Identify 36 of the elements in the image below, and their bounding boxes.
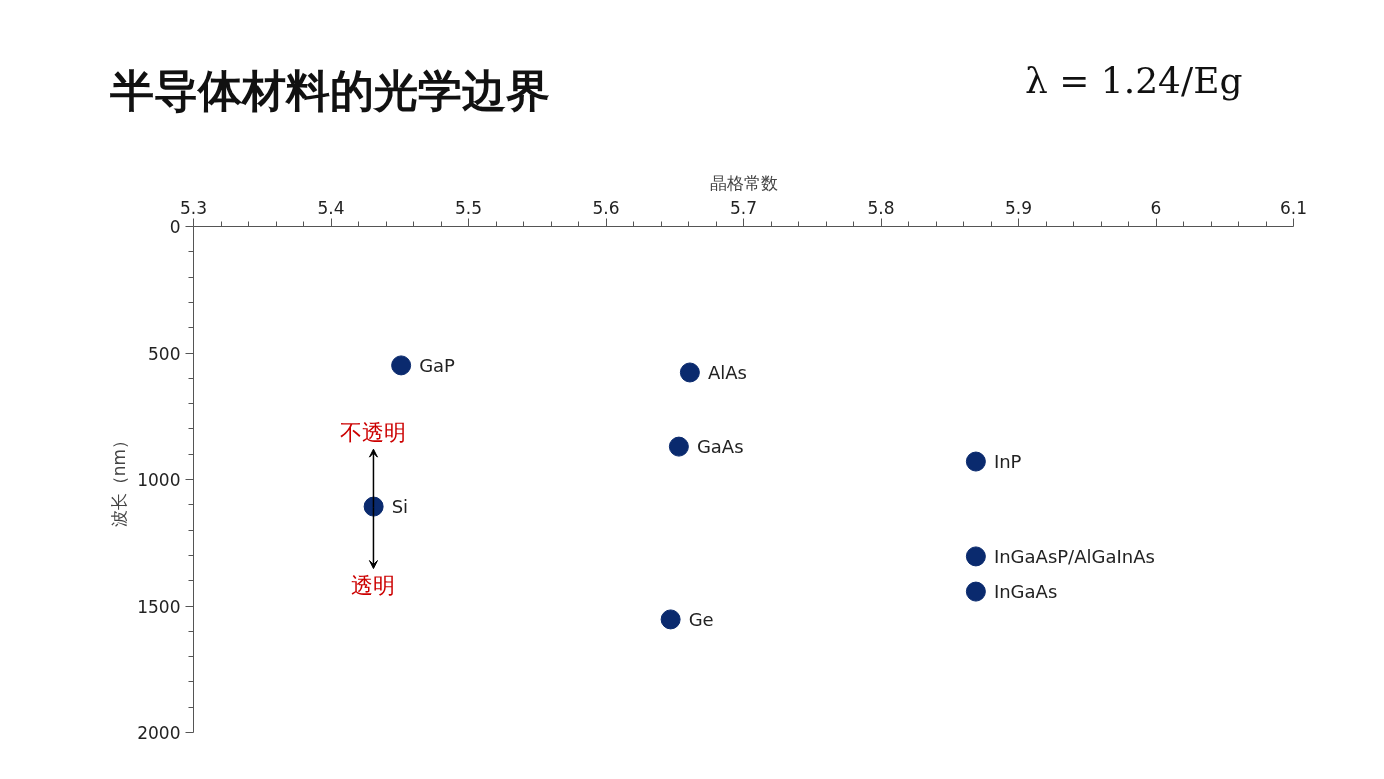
point xyxy=(660,609,681,630)
point xyxy=(965,451,986,472)
y-tick-label: 2000 xyxy=(137,723,181,743)
point xyxy=(391,355,412,376)
annotation: 透明 xyxy=(351,572,396,598)
x-tick-label: 5.6 xyxy=(592,197,620,218)
point xyxy=(363,496,384,517)
x-tick-label: 5.8 xyxy=(867,197,895,218)
x-tick-label: 5.4 xyxy=(317,197,345,218)
y-tick-label: 1500 xyxy=(137,596,181,617)
x-axis-title: 晶格常数 xyxy=(709,172,778,193)
x-tick-label: 5.9 xyxy=(1004,197,1033,218)
y-axis-title: 波长（nm） xyxy=(109,431,130,528)
x-tick-label: 6 xyxy=(1150,197,1162,218)
point xyxy=(679,362,700,383)
x-tick-label: 5.3 xyxy=(179,197,208,218)
y-tick-label: 0 xyxy=(169,217,181,237)
annotation: Ge xyxy=(688,608,714,630)
annotation: InP xyxy=(993,451,1022,473)
annotation: GaAs xyxy=(696,436,744,458)
point xyxy=(668,436,689,457)
annotation: AlAs xyxy=(707,361,747,383)
chart-title: 半导体材料的光学边界 xyxy=(110,64,550,118)
annotation: InGaAs xyxy=(993,581,1058,603)
annotation: InGaAsP/AlGaInAs xyxy=(993,545,1155,567)
text: λ = 1.24/Eg xyxy=(1025,59,1243,103)
y-tick-label: 1000 xyxy=(137,470,181,490)
x-tick-label: 6.1 xyxy=(1279,197,1308,218)
point xyxy=(965,546,986,567)
annotation: Si xyxy=(391,496,409,518)
y-tick-label: 500 xyxy=(148,343,181,364)
x-tick-label: 5.7 xyxy=(729,197,758,218)
point xyxy=(965,581,986,602)
x-tick-label: 5.5 xyxy=(454,197,483,218)
annotation: 不透明 xyxy=(340,420,407,446)
annotation: GaP xyxy=(419,354,456,376)
